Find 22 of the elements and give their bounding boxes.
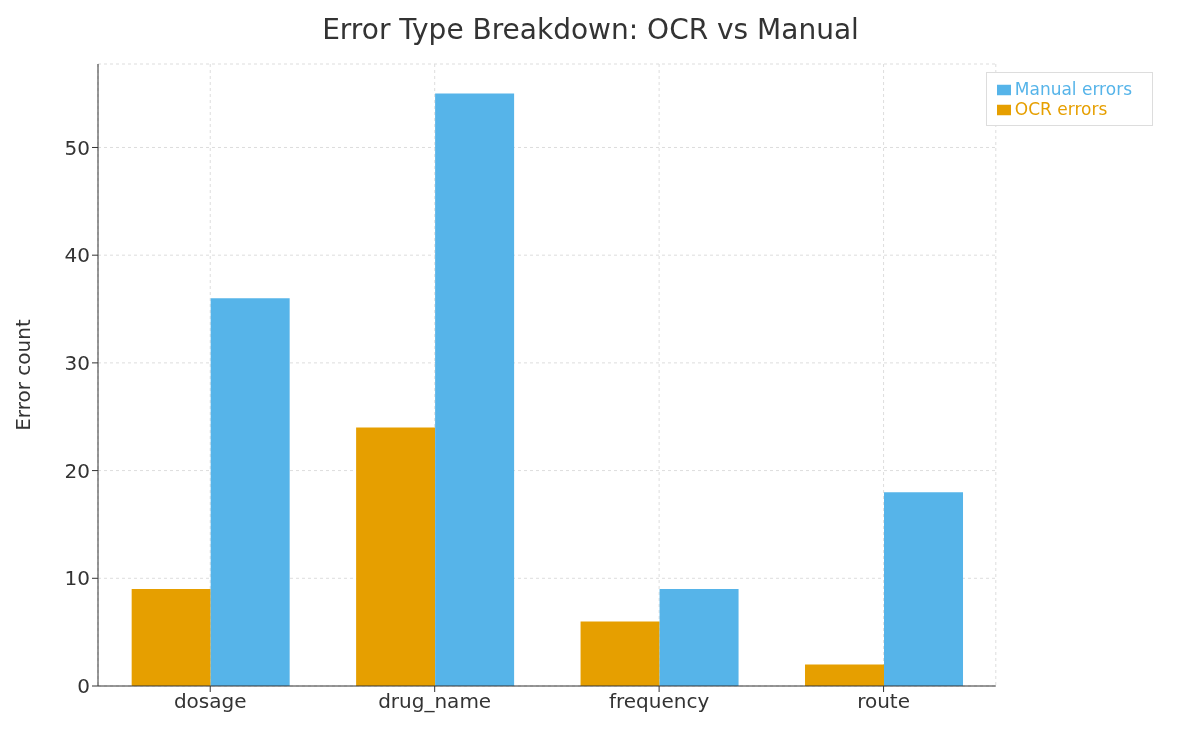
bar (659, 589, 739, 686)
x-tick-label: route (857, 689, 910, 714)
y-tick-label: 30 (64, 350, 90, 375)
bar (356, 427, 436, 686)
bar (805, 664, 885, 686)
x-tick-label: frequency (608, 689, 710, 714)
bar (435, 93, 515, 686)
x-tick-label: drug_name (378, 689, 492, 714)
legend-label: OCR errors (1014, 99, 1108, 119)
bar (884, 492, 964, 686)
y-axis-title: Error count (11, 319, 36, 431)
x-tick-label: dosage (173, 689, 247, 714)
chart-title: Error Type Breakdown: OCR vs Manual (321, 12, 860, 48)
legend-label: Manual errors (1014, 79, 1132, 99)
y-tick-label: 10 (64, 566, 90, 591)
y-tick-label: 0 (77, 674, 90, 699)
y-tick-label: 50 (64, 135, 90, 160)
y-tick-label: 40 (64, 243, 90, 268)
y-tick-label: 20 (64, 458, 90, 483)
bar (131, 589, 211, 686)
bar (210, 298, 290, 686)
bar (580, 621, 660, 686)
